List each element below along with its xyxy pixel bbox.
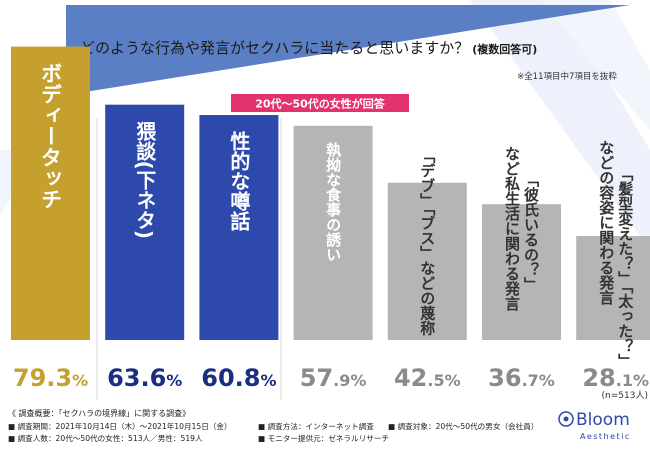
chart-title-suffix: (複数回答可): [472, 42, 537, 56]
category-label-6: 「彼氏いるの？」: [522, 172, 540, 292]
bar-6: [482, 204, 561, 340]
bar-1: [11, 46, 90, 341]
footer-rows: ■ 調査期間：2021年10月14日（木）〜2021年10月15日（金） ■ 調査…: [8, 421, 538, 443]
decor-band: [470, 0, 650, 250]
footer-item: ■ モニター提供元：ゼネラルリサーチ: [258, 433, 389, 443]
value-label-4: 57.9%: [300, 364, 367, 392]
title-banner: [66, 5, 630, 95]
category-label-7: 「髪型変えた？」「太った？」: [616, 166, 634, 369]
sample-size-label: (n=513人): [602, 390, 648, 401]
bar-7: [576, 236, 650, 340]
category-label-2: 猥談(下ネタ): [133, 120, 157, 239]
value-label-2: 63.6%: [107, 364, 182, 392]
bar-4: [293, 125, 373, 341]
category-label-7: などの容姿に関わる発言: [597, 140, 615, 306]
footer-item: ■ 調査人数：20代〜50代の女性：513人／男性：519人: [8, 433, 203, 443]
footer-item: ■ 調査方法：インターネット調査: [258, 421, 374, 431]
value-label-6: 36.7%: [488, 364, 555, 392]
footer-item: ■ 調査対象：20代〜50代の男女（会社員）: [388, 421, 538, 431]
bars-group: ボディータッチ 79.3% 猥談(下ネタ) 63.6% 性的な噂話 60.8% 執拗な食事の…: [11, 46, 650, 392]
category-label-1: ボディータッチ: [39, 63, 63, 210]
value-label-5: 42.5%: [394, 364, 461, 392]
logo-name: Bloom: [576, 410, 630, 430]
category-label-5: 「デブ」「ブス」などの蔑称: [418, 148, 436, 337]
chart-title: どのような行為や発言がセクハラに当たると思いますか？ (複数回答可): [80, 39, 537, 57]
category-label-6: など私生活に関わる発言: [503, 146, 521, 312]
logo-mark-icon: [558, 411, 574, 427]
logo-sub: Aesthetic: [580, 432, 631, 441]
footer-item: ■ 調査期間：2021年10月14日（木）〜2021年10月15日（金）: [8, 421, 232, 431]
bloom-logo: Bloom Aesthetic: [558, 410, 631, 441]
respondent-badge-label: 20代〜50代の女性が回答: [255, 97, 386, 111]
logo-mark-center: [563, 416, 569, 422]
value-label-7: 28.1%: [582, 364, 649, 392]
category-label-4: 執拗な食事の誘い: [324, 141, 342, 262]
respondent-badge: [231, 94, 409, 112]
bar-2: [105, 104, 185, 341]
category-label-3: 性的な噂話: [227, 131, 251, 232]
value-label-1: 79.3%: [13, 364, 88, 392]
bar-3: [199, 115, 279, 340]
note-text: ※全11項目中7項目を抜粋: [517, 71, 617, 82]
bar-5: [387, 182, 467, 340]
decor-band: [540, 0, 650, 130]
value-label-3: 60.8%: [201, 364, 276, 392]
footer-heading: 《 調査概要：「セクハラの境界線」に関する調査》: [8, 408, 190, 418]
